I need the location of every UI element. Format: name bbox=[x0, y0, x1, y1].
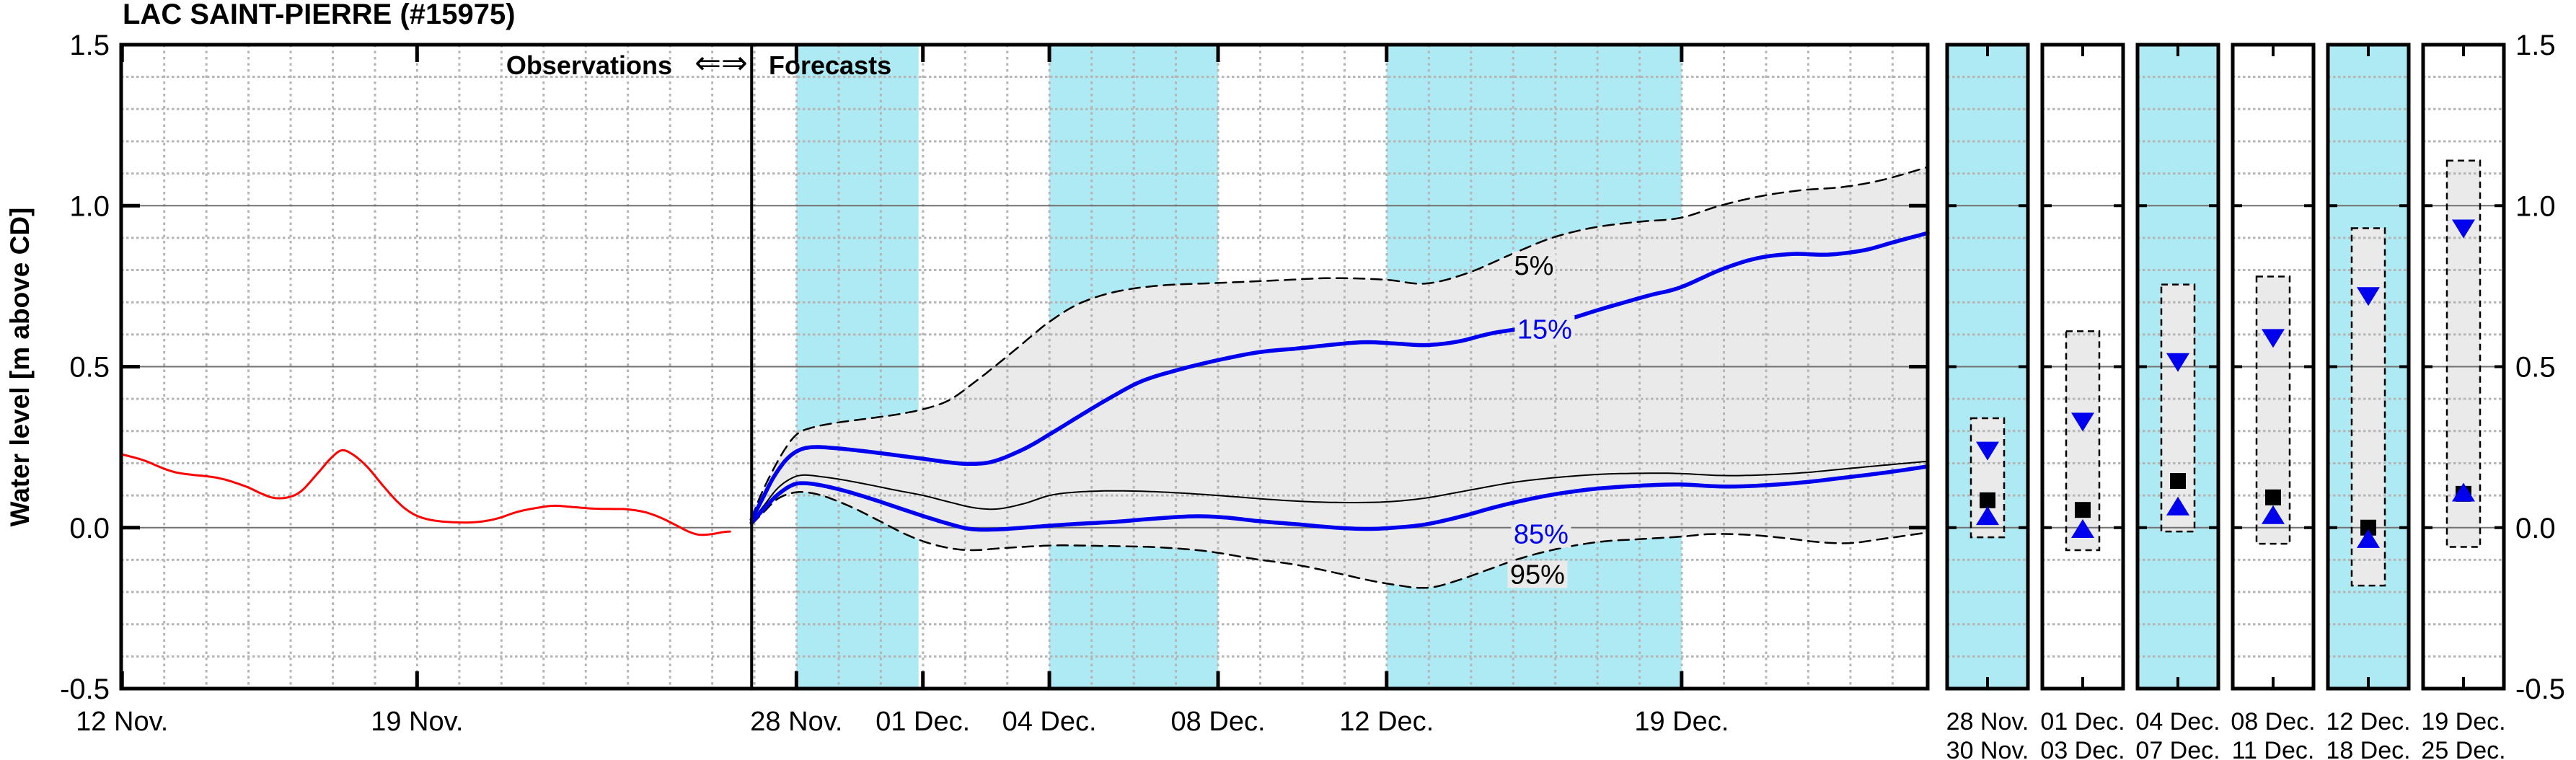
percentile-label: 5% bbox=[1514, 251, 1553, 281]
panel-end-date-label: 25 Dec. bbox=[2421, 737, 2505, 760]
y-tick-label: 0.0 bbox=[69, 513, 110, 544]
panel-end-date-label: 07 Dec. bbox=[2135, 737, 2220, 760]
panel-lower-triangle-marker bbox=[2452, 482, 2475, 502]
y-tick-label: 1.0 bbox=[69, 190, 110, 222]
panel-range-box-fill bbox=[2161, 284, 2195, 532]
panel-lower-triangle-marker bbox=[1976, 506, 1999, 526]
y-tick-label: 1.5 bbox=[69, 30, 110, 61]
observed-curve bbox=[120, 449, 731, 536]
panel-median-square-marker bbox=[1980, 492, 1995, 508]
x-tick-label: 12 Dec. bbox=[1339, 707, 1434, 737]
y-tick-label: 0.5 bbox=[69, 352, 110, 384]
panel-lower-triangle-marker bbox=[2166, 496, 2189, 516]
p95-curve bbox=[750, 491, 1929, 589]
y-axis-label: Water level [m above CD] bbox=[5, 207, 35, 527]
panel-range-box bbox=[1970, 417, 2006, 539]
right-y-tick-label: 1.0 bbox=[2515, 190, 2556, 222]
percentile-label-mask bbox=[1512, 251, 1556, 279]
panel-median-square-marker bbox=[2265, 489, 2281, 505]
panel-upper-triangle-marker bbox=[2262, 329, 2285, 348]
panel-end-date-label: 03 Dec. bbox=[2040, 737, 2125, 760]
right-y-tick-label: 1.5 bbox=[2515, 30, 2556, 61]
panel-start-date-label: 08 Dec. bbox=[2231, 708, 2315, 735]
panel-lower-triangle-marker bbox=[2071, 518, 2094, 538]
panel-upper-triangle-marker bbox=[2166, 353, 2189, 372]
percentile-label-mask bbox=[1507, 560, 1568, 588]
panel-lower-triangle-marker bbox=[2262, 505, 2285, 524]
median-curve bbox=[751, 460, 1928, 522]
percentile-label: 15% bbox=[1517, 315, 1572, 345]
panel-lower-triangle-marker bbox=[2357, 529, 2380, 548]
panel-end-date-label: 11 Dec. bbox=[2232, 737, 2315, 760]
panel-range-box bbox=[2445, 159, 2482, 548]
panel-upper-triangle-marker bbox=[2452, 219, 2475, 239]
x-tick-label: 19 Nov. bbox=[371, 707, 463, 737]
panel-upper-triangle-marker bbox=[2357, 287, 2380, 306]
p85-curve bbox=[749, 464, 1930, 532]
chart-title: LAC SAINT-PIERRE (#15975) bbox=[123, 0, 516, 30]
x-tick-label: 12 Nov. bbox=[76, 707, 168, 737]
percentile-label-mask bbox=[1511, 520, 1571, 548]
panel-start-date-label: 19 Dec. bbox=[2421, 708, 2505, 735]
forecasts-label: Forecasts bbox=[769, 50, 892, 80]
p15-curve bbox=[749, 231, 1930, 522]
panel-upper-triangle-marker bbox=[1976, 441, 1999, 461]
panel-median-square-marker bbox=[2075, 502, 2091, 518]
panel-start-date-label: 28 Nov. bbox=[1946, 708, 2029, 735]
x-tick-label: 08 Dec. bbox=[1171, 707, 1266, 737]
p5-curve bbox=[750, 166, 1929, 519]
panel-range-box bbox=[2160, 283, 2196, 533]
panel-end-date-label: 18 Dec. bbox=[2326, 737, 2410, 760]
percentile-label: 95% bbox=[1510, 560, 1565, 590]
panel-start-date-label: 01 Dec. bbox=[2040, 708, 2125, 735]
uncertainty-band bbox=[751, 167, 1928, 588]
right-y-tick-label: -0.5 bbox=[2515, 673, 2565, 705]
x-tick-label: 04 Dec. bbox=[1002, 707, 1097, 737]
right-y-tick-label: 0.0 bbox=[2515, 513, 2556, 544]
panel-range-box bbox=[2255, 275, 2291, 545]
panel-start-date-label: 04 Dec. bbox=[2135, 708, 2220, 735]
percentile-label: 85% bbox=[1514, 520, 1569, 550]
percentile-label-mask bbox=[1514, 315, 1575, 343]
panel-median-square-marker bbox=[2360, 519, 2376, 536]
observations-label: Observations bbox=[506, 50, 672, 80]
panel-start-date-label: 12 Dec. bbox=[2326, 708, 2410, 735]
x-tick-label: 28 Nov. bbox=[750, 707, 842, 737]
panel-median-square-marker bbox=[2170, 473, 2186, 490]
panel-upper-triangle-marker bbox=[2071, 412, 2094, 432]
x-tick-label: 19 Dec. bbox=[1634, 707, 1729, 737]
panel-end-date-label: 30 Nov. bbox=[1946, 737, 2029, 760]
x-tick-label: 01 Dec. bbox=[875, 707, 970, 737]
y-tick-label: -0.5 bbox=[60, 673, 110, 705]
observations-forecasts-arrow-icon: ⇐⇒ bbox=[694, 45, 748, 81]
right-y-tick-label: 0.5 bbox=[2515, 352, 2556, 384]
panel-range-box bbox=[2350, 227, 2386, 587]
panel-range-box bbox=[2065, 330, 2101, 552]
